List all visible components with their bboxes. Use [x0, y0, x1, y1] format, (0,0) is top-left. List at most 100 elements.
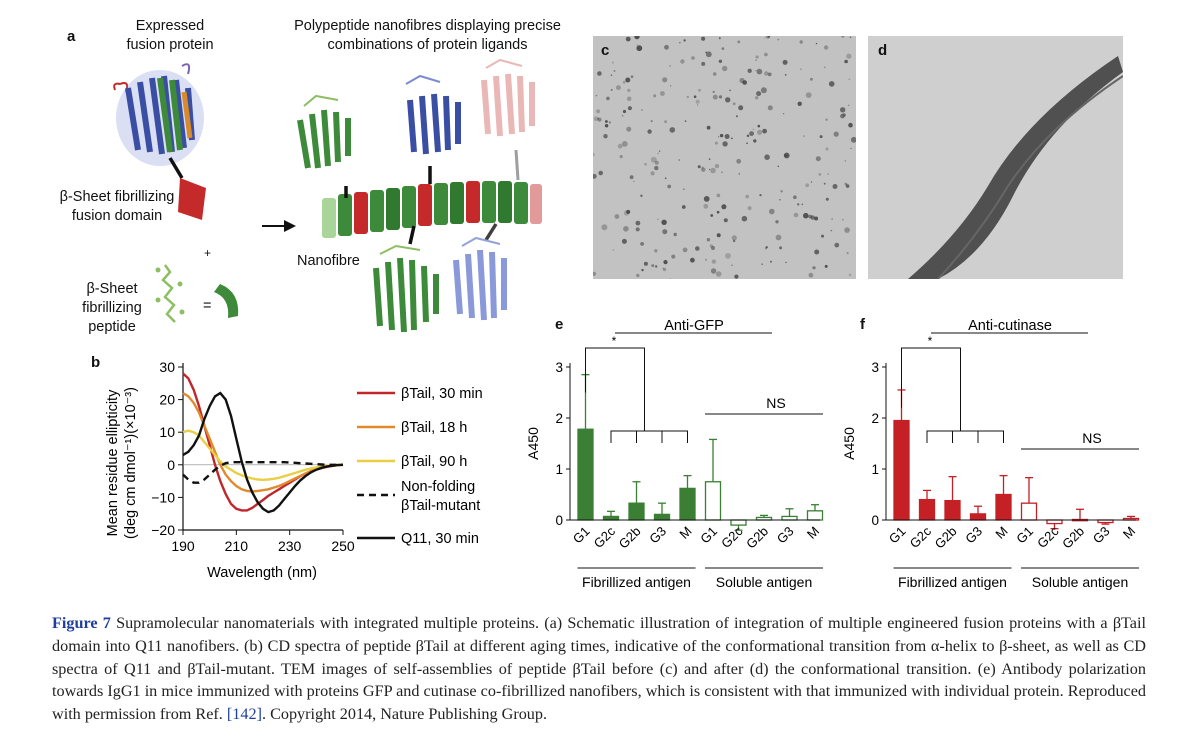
tem-particle — [732, 102, 736, 106]
tem-particle — [644, 162, 647, 166]
y-tick-label: 3 — [555, 360, 563, 375]
tem-particle — [721, 171, 723, 174]
displayed-protein-blue-bottom — [453, 223, 507, 321]
bar — [893, 419, 910, 521]
bar — [806, 510, 824, 521]
tem-particle — [782, 113, 785, 115]
legend-label: Non-folding — [401, 479, 475, 495]
tem-particle — [846, 252, 849, 255]
legend-label: Q11, 30 min — [401, 531, 479, 547]
legend-label: βTail, 18 h — [401, 420, 467, 436]
tem-particle — [691, 56, 695, 60]
tem-particle — [755, 69, 757, 72]
tem-particle — [764, 247, 767, 250]
tem-particle — [623, 226, 629, 232]
significance-bracket — [610, 430, 688, 443]
tem-particle — [650, 156, 657, 163]
tem-particle — [841, 35, 845, 38]
tem-particle — [830, 229, 833, 232]
tem-particle — [622, 80, 626, 84]
y-tick-label: 30 — [159, 359, 175, 375]
caption-text-end: . Copyright 2014, Nature Publishing Grou… — [261, 705, 548, 724]
tem-particle — [823, 66, 826, 69]
tem-particle — [657, 152, 659, 155]
tem-particle — [723, 218, 728, 223]
tem-particle — [697, 165, 701, 169]
protein-loop — [113, 82, 129, 93]
tem-particle — [679, 42, 681, 44]
tem-particle — [775, 220, 779, 224]
tem-particle — [670, 85, 672, 87]
tem-particle — [669, 65, 671, 67]
tem-particle — [710, 268, 717, 274]
fibre-segment — [482, 181, 496, 223]
fibre-segment — [354, 192, 368, 234]
tem-particle — [617, 143, 623, 149]
category-label: G2c — [718, 523, 746, 551]
tem-particle — [669, 278, 671, 280]
bar — [628, 502, 645, 521]
bar — [944, 499, 961, 521]
figure-label: Figure 7 — [52, 614, 111, 632]
tem-particle — [846, 53, 852, 59]
tem-particle — [683, 39, 686, 42]
tem-particle — [814, 249, 820, 255]
tem-particle — [832, 184, 838, 189]
nanofibre-label: Nanofibre — [297, 253, 360, 269]
tem-particle — [709, 244, 713, 248]
y-tick-label: 1 — [871, 462, 879, 477]
y-tick-label: −10 — [151, 489, 175, 505]
label-line: β-Sheet fibrillizing — [59, 189, 175, 205]
tem-particle — [799, 40, 803, 44]
category-label: G1 — [697, 524, 720, 547]
y-axis-label-units: (deg cm dmol⁻¹)(×10⁻³) — [123, 387, 139, 539]
tem-particle — [710, 167, 716, 174]
barrel-strands — [297, 109, 351, 169]
tem-particle — [831, 218, 833, 220]
tem-particle — [725, 253, 731, 259]
tem-particle — [732, 239, 736, 243]
tem-particle — [834, 242, 840, 248]
barrel-loop — [461, 236, 501, 247]
tem-particle — [825, 147, 829, 151]
tem-particle — [641, 268, 644, 272]
tem-particle — [825, 118, 828, 121]
tem-particle — [742, 80, 747, 85]
tem-particle — [721, 47, 725, 50]
tem-particle — [604, 124, 609, 128]
tem-particle — [626, 209, 631, 214]
tem-particle — [849, 36, 852, 39]
panel-a-label: a — [67, 28, 76, 45]
y-tick-label: 2 — [555, 411, 563, 426]
tem-particle — [823, 45, 829, 50]
equals-sign: = — [203, 298, 212, 314]
tem-particle — [640, 194, 643, 197]
tem-particle — [810, 215, 815, 220]
y-tick-label: 2 — [871, 411, 879, 426]
tem-particle — [737, 40, 741, 44]
tem-particle — [678, 159, 680, 161]
tem-particle — [706, 125, 711, 130]
tem-particle — [636, 44, 639, 46]
tem-particle — [784, 74, 787, 76]
tem-particle — [614, 214, 620, 219]
tem-particle — [603, 134, 608, 139]
tem-particle — [821, 234, 824, 238]
fibre-segment — [338, 194, 352, 236]
tem-particle — [812, 266, 816, 270]
legend-label: βTail, 30 min — [401, 386, 483, 402]
tem-particle — [597, 117, 599, 120]
category-label: M — [804, 524, 822, 542]
tem-particle — [635, 227, 640, 232]
reference-link[interactable]: [142] — [226, 705, 262, 724]
fibre-bundle — [908, 56, 1123, 279]
tem-particle — [808, 272, 814, 278]
series-line — [182, 391, 344, 514]
tem-particle — [716, 193, 721, 198]
y-tick-label: 20 — [159, 392, 175, 408]
significance-bracket — [901, 347, 961, 431]
tem-particle — [741, 215, 748, 222]
tem-particle — [612, 61, 614, 64]
tem-particle — [719, 133, 724, 138]
